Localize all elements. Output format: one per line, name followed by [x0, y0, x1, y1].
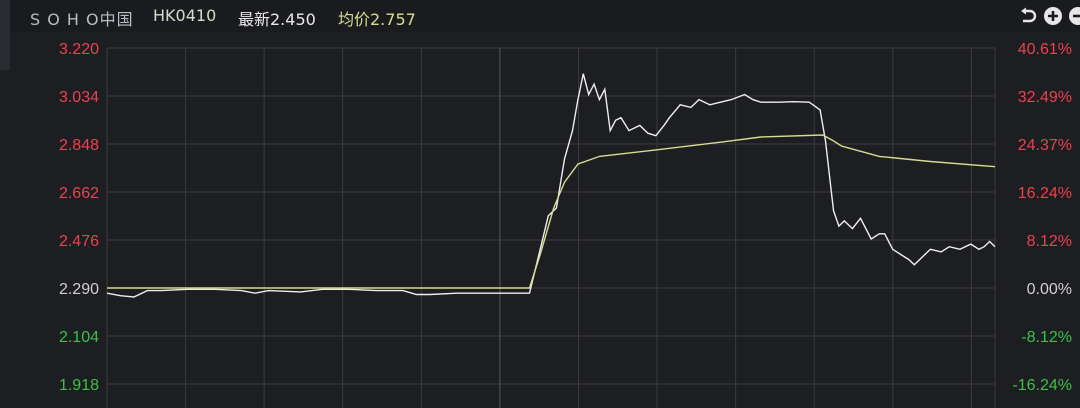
left-tick-label: 2.290 [59, 281, 99, 298]
left-tick-label: 2.476 [59, 233, 99, 250]
average-line [107, 134, 996, 289]
left-tick-label: 2.662 [59, 185, 99, 202]
right-tick-label: -16.24% [1012, 377, 1072, 394]
stock-name: S O H O中国 [30, 10, 134, 29]
left-tick-label: 1.918 [59, 377, 99, 394]
left-tick-label: 3.220 [59, 41, 99, 58]
right-tick-label: 24.37% [1018, 137, 1072, 154]
right-tick-label: 40.61% [1018, 41, 1072, 58]
zoom-out-icon[interactable] [1068, 6, 1080, 26]
right-tick-label: 16.24% [1018, 185, 1072, 202]
quote-header [0, 0, 1080, 32]
zoom-in-icon[interactable] [1043, 6, 1063, 26]
average-price: 均价2.757 [338, 10, 416, 29]
price-line [106, 73, 996, 298]
right-tick-label: 0.00% [1027, 281, 1072, 298]
left-tick-label: 2.848 [59, 137, 99, 154]
left-tick-label: 3.034 [59, 89, 99, 106]
right-tick-label: -8.12% [1021, 329, 1072, 346]
stock-code: HK0410 [153, 6, 217, 25]
series-lines [106, 73, 996, 298]
last-price: 最新2.450 [238, 10, 316, 29]
left-panel-edge [0, 0, 10, 70]
undo-icon[interactable] [1018, 6, 1038, 26]
left-tick-label: 2.104 [59, 329, 99, 346]
grid [106, 47, 996, 408]
right-tick-label: 32.49% [1018, 89, 1072, 106]
right-tick-label: 8.12% [1027, 233, 1072, 250]
axis-ticks: 3.220 40.61% 3.034 32.49% 2.848 24.37% 2.662 16… [59, 41, 1072, 394]
